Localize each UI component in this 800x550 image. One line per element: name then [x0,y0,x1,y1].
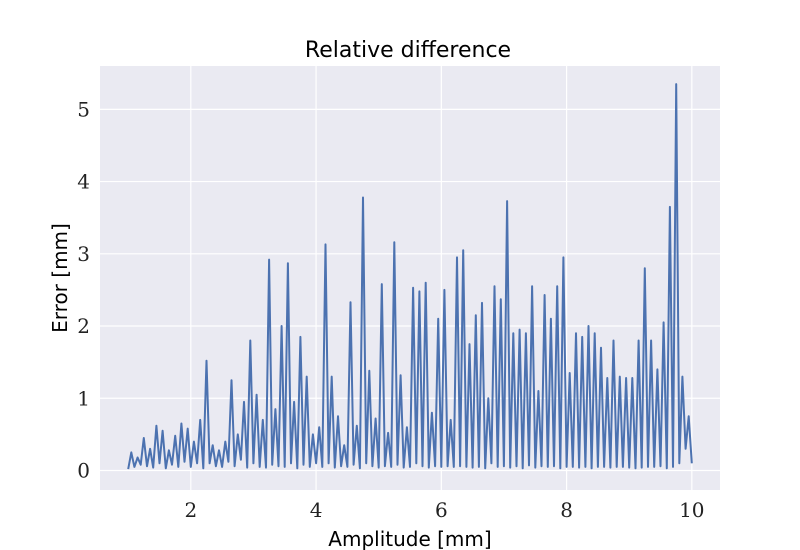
series-line [127,83,693,470]
y-tick-label: 1 [77,386,90,410]
y-tick-label: 0 [77,458,90,482]
tick-labels: 2 4 6 8 10 0 1 2 3 4 5 [77,97,704,522]
x-tick-label: 4 [310,498,323,522]
y-axis-label: Error [mm] [48,223,72,333]
x-axis-label: Amplitude [mm] [328,527,491,550]
x-tick-label: 2 [184,498,197,522]
y-tick-label: 3 [77,242,90,266]
x-tick-label: 6 [435,498,448,522]
grid [100,66,720,490]
y-tick-label: 4 [77,170,90,194]
chart-title: Relative difference [305,38,511,63]
x-tick-label: 8 [560,498,573,522]
y-tick-label: 5 [77,97,90,121]
y-tick-label: 2 [77,314,90,338]
x-tick-label: 10 [679,498,704,522]
